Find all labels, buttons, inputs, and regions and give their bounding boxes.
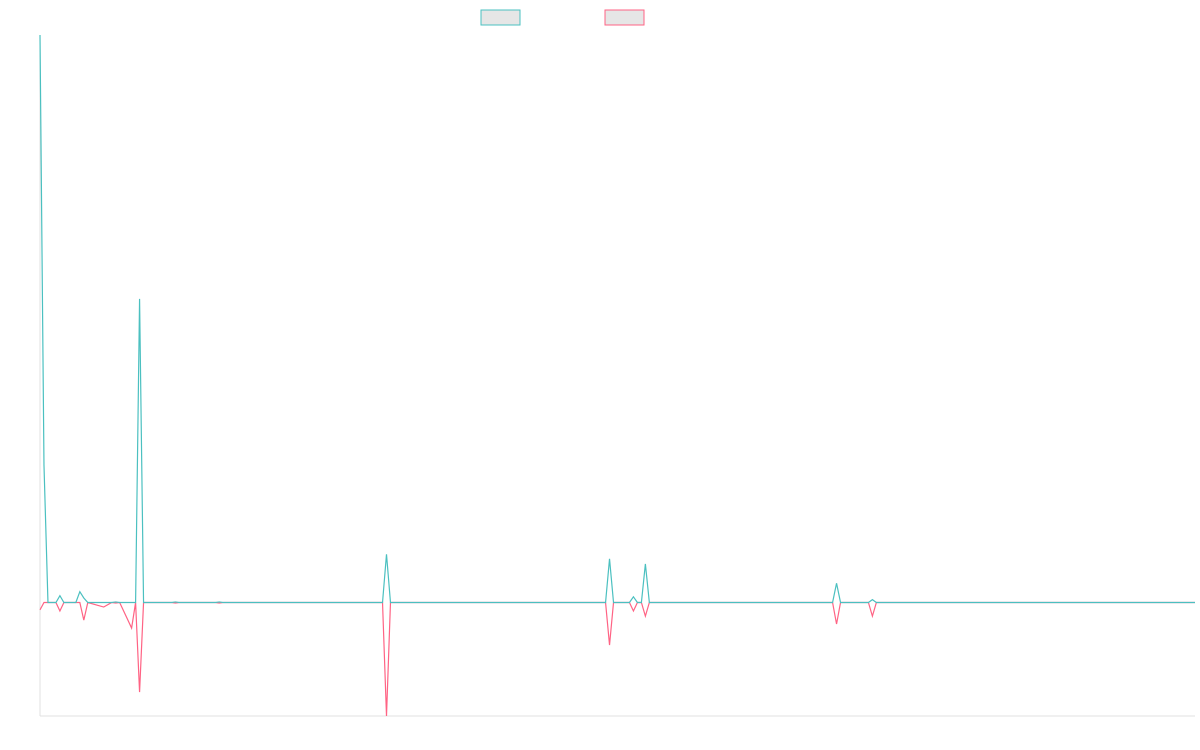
legend-swatch[interactable] <box>480 9 521 26</box>
series-line <box>39 34 1195 604</box>
series-line <box>39 601 1195 717</box>
legend-swatch[interactable] <box>604 9 645 26</box>
